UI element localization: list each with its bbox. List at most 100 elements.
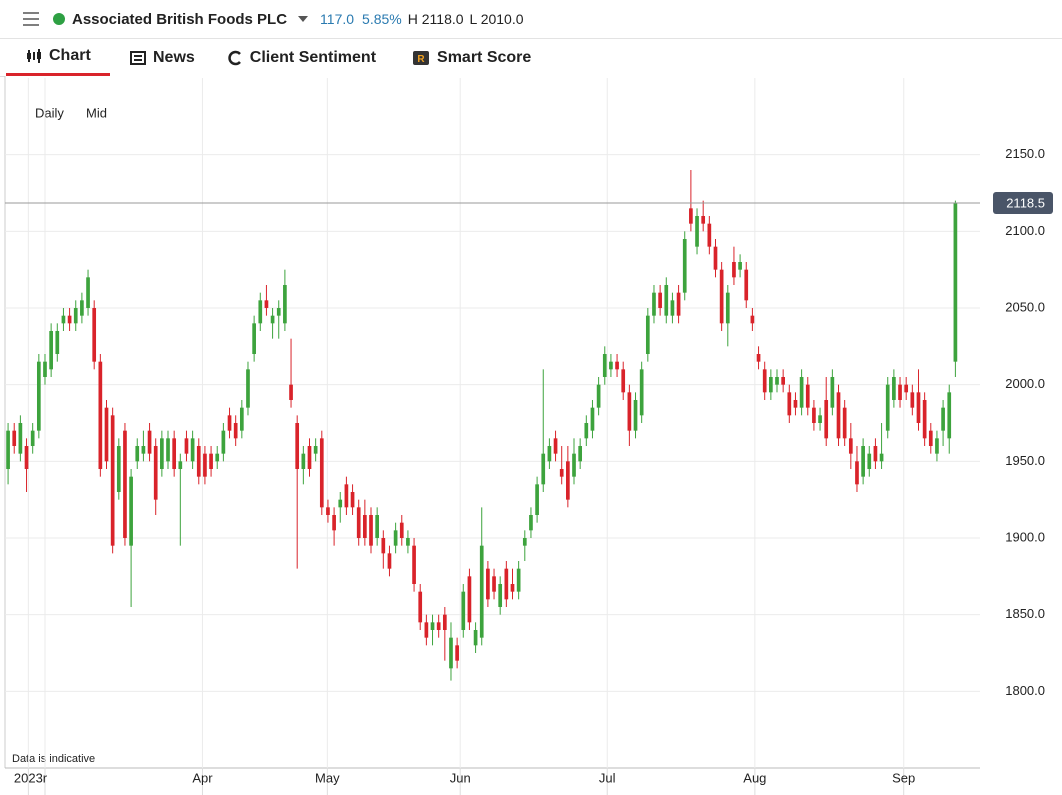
y-tick-label: 1850.0 [1005,606,1045,621]
candle-body [516,568,521,592]
candle-body [424,622,429,638]
candle-body [393,530,398,546]
tab-label: Smart Score [437,48,532,66]
last-price-label: 2118.5 [1006,195,1045,210]
y-tick-label: 2000.0 [1005,376,1045,391]
candle-body [541,453,546,485]
status-dot [53,13,65,25]
candle-body [258,300,263,324]
tab-bar: Chart News Client Sentiment R Smart Scor… [0,39,1062,77]
candle-body [276,308,281,316]
candle-body [418,591,423,623]
sentiment-icon [228,50,241,65]
candle-body [553,438,558,454]
tab-label: Chart [49,47,91,64]
x-tick-label: Sep [892,770,915,785]
candle-body [812,407,816,423]
candle-body [123,430,127,538]
candle-body [750,315,755,324]
candle-body [270,315,275,324]
x-tick-label: r [43,770,48,785]
candle-body [578,446,583,462]
day-high: H 2118.0 [407,11,464,27]
candle-body [529,515,533,531]
candle-body [707,223,712,247]
candle-body [98,361,103,469]
day-low: L 2010.0 [469,11,524,27]
chart-icon [27,49,41,63]
candle-body [43,361,47,377]
candle-body [332,515,336,531]
candle-body [775,377,779,385]
candle-body [313,446,318,454]
candle-body [584,423,589,439]
candle-body [590,407,595,431]
candle-body [547,446,552,462]
candle-body [652,292,656,316]
candle-body [455,645,459,661]
candle-body [535,484,539,515]
candle-body [264,300,269,308]
candle-body [18,423,23,454]
candle-body [449,637,453,669]
price-type-button[interactable]: Mid [86,105,107,120]
x-tick-label: Jul [599,770,616,785]
candle-body [947,392,952,439]
candle-body [209,453,213,469]
dropdown-icon[interactable] [298,16,309,22]
candle-body [855,461,859,485]
candle-body [246,369,250,408]
candle-body [203,453,207,477]
candle-body [689,208,693,224]
tab[interactable]: Client Sentiment [217,39,386,76]
menu-icon[interactable] [23,12,39,26]
candle-body [215,453,220,462]
candle-body [30,430,35,446]
candle-body [867,453,872,469]
candle-body [498,584,503,607]
candle-body [935,438,939,454]
candle-body [178,461,183,469]
candle-body [67,315,72,324]
tab[interactable]: News [120,39,205,76]
candle-body [92,308,97,362]
candle-body [769,377,773,393]
candle-body [793,400,798,408]
chart-bg [5,76,1062,795]
candle-body [873,446,878,462]
candle-body [787,392,792,416]
candle-body [55,331,60,354]
candle-body [252,323,256,354]
tab[interactable]: R Smart Score [402,39,541,76]
interval-button[interactable]: Daily [35,105,64,120]
candle-body [762,369,767,393]
candle-body [319,438,324,508]
candle-body [172,438,177,469]
candle-body [559,469,564,477]
x-tick-label: Jun [450,770,471,785]
candle-body [602,354,607,377]
candle-body [467,576,472,623]
candle-body [412,545,416,584]
tab[interactable]: Chart [6,39,110,76]
candle-body [658,292,662,308]
candle-body [190,438,195,462]
candle-body [104,407,109,462]
candle-body [307,446,312,469]
candle-body [363,515,367,538]
candle-body [732,262,736,278]
candle-body [147,430,152,454]
candle-body [381,538,386,554]
candle-body [572,453,576,477]
candle-body [719,269,724,324]
candle-body [221,430,226,454]
candle-body [916,392,921,423]
candle-body [338,499,343,508]
candle-body [283,285,287,324]
candle-body [442,614,447,630]
candle-body [842,407,847,439]
candle-body [129,476,133,546]
candle-body [239,407,244,431]
candle-body [141,446,146,454]
candle-body [799,377,804,408]
